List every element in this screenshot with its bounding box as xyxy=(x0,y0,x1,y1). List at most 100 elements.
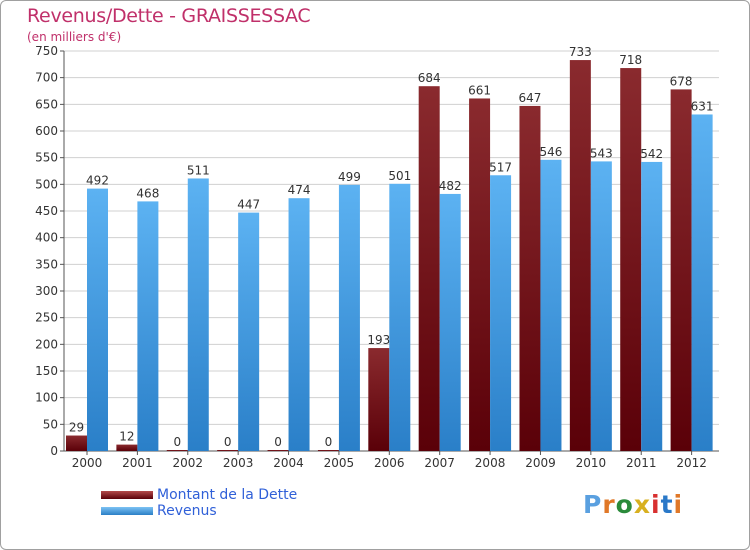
y-tick-label: 450 xyxy=(35,204,58,218)
legend-label-dette: Montant de la Dette xyxy=(157,487,298,503)
data-label-dette: 733 xyxy=(569,45,592,59)
data-label-revenus: 543 xyxy=(590,146,613,160)
data-label-revenus: 447 xyxy=(237,198,260,212)
bar-dette xyxy=(166,450,188,451)
data-label-dette: 0 xyxy=(274,435,282,449)
chart-title: Revenus/Dette - GRAISSESSAC xyxy=(27,5,311,27)
y-tick-label: 300 xyxy=(35,284,58,298)
x-tick-label: 2006 xyxy=(374,456,405,470)
data-label-revenus: 499 xyxy=(338,170,361,184)
bar-revenus xyxy=(439,193,461,451)
bar-revenus xyxy=(691,114,713,451)
bar-dette xyxy=(670,89,692,452)
data-label-revenus: 542 xyxy=(640,147,663,161)
bar-dette xyxy=(317,450,339,451)
bar-revenus xyxy=(389,183,411,452)
x-tick-label: 2010 xyxy=(576,456,607,470)
data-label-revenus: 546 xyxy=(540,145,563,159)
data-label-dette: 0 xyxy=(173,435,181,449)
legend-label-revenus: Revenus xyxy=(157,503,217,519)
bar-dette xyxy=(116,444,138,451)
x-tick-label: 2000 xyxy=(72,456,103,470)
data-label-dette: 12 xyxy=(119,430,134,444)
y-tick-label: 100 xyxy=(35,391,58,405)
y-tick-label: 200 xyxy=(35,337,58,351)
x-tick-label: 2011 xyxy=(626,456,657,470)
bar-dette xyxy=(620,68,642,452)
bar-revenus xyxy=(490,175,512,451)
data-label-dette: 193 xyxy=(367,333,390,347)
proxiti-logo: Proxiti xyxy=(583,490,683,519)
bar-revenus xyxy=(137,201,159,451)
legend-item-revenus: Revenus xyxy=(101,503,297,519)
bar-dette xyxy=(66,435,87,451)
bar-dette xyxy=(418,86,440,451)
bar-revenus xyxy=(288,198,310,451)
x-tick-label: 2007 xyxy=(424,456,455,470)
data-label-dette: 678 xyxy=(670,74,693,88)
y-tick-label: 50 xyxy=(43,417,58,431)
bar-revenus xyxy=(87,188,108,451)
logo-letter: i xyxy=(673,490,684,519)
logo-letter: i xyxy=(651,490,661,519)
data-label-dette: 718 xyxy=(619,53,642,67)
bar-revenus xyxy=(641,161,663,451)
data-label-dette: 0 xyxy=(325,435,333,449)
x-tick-label: 2012 xyxy=(676,456,707,470)
y-tick-label: 600 xyxy=(35,124,58,138)
y-tick-label: 550 xyxy=(35,151,58,165)
data-label-dette: 647 xyxy=(519,91,542,105)
bar-revenus xyxy=(590,161,612,451)
chart-subtitle: (en milliers d'€) xyxy=(27,30,122,44)
y-tick-label: 700 xyxy=(35,71,58,85)
y-tick-label: 400 xyxy=(35,231,58,245)
logo-letter: x xyxy=(633,490,651,519)
bar-dette xyxy=(519,105,541,451)
bar-revenus xyxy=(187,178,209,451)
data-label-revenus: 482 xyxy=(439,179,462,193)
legend-item-dette: Montant de la Dette xyxy=(101,487,297,503)
y-tick-label: 350 xyxy=(35,257,58,271)
x-tick-label: 2002 xyxy=(172,456,203,470)
data-label-revenus: 468 xyxy=(136,186,159,200)
bar-dette xyxy=(217,450,239,451)
bar-dette xyxy=(267,450,289,451)
x-tick-label: 2003 xyxy=(223,456,254,470)
legend: Montant de la Dette Revenus xyxy=(101,487,297,519)
logo-letter: r xyxy=(602,490,616,519)
bar-revenus xyxy=(238,212,260,451)
data-label-revenus: 517 xyxy=(489,160,512,174)
legend-swatch-dette xyxy=(101,491,153,499)
bar-dette xyxy=(368,348,390,451)
logo-letter: t xyxy=(660,490,674,519)
y-tick-label: 150 xyxy=(35,364,58,378)
bar-revenus xyxy=(540,159,562,452)
x-tick-label: 2004 xyxy=(273,456,304,470)
data-label-dette: 684 xyxy=(418,71,441,85)
y-tick-label: 0 xyxy=(50,444,58,458)
data-label-dette: 0 xyxy=(224,435,232,449)
x-tick-label: 2009 xyxy=(525,456,556,470)
data-label-revenus: 511 xyxy=(187,163,210,177)
y-tick-label: 250 xyxy=(35,311,58,325)
bar-dette xyxy=(569,60,591,452)
bar-dette xyxy=(469,98,491,451)
data-label-revenus: 474 xyxy=(288,183,311,197)
y-tick-label: 650 xyxy=(35,97,58,111)
legend-swatch-revenus xyxy=(101,507,153,515)
data-label-dette: 29 xyxy=(69,421,84,435)
logo-letter: o xyxy=(615,490,634,519)
data-label-revenus: 631 xyxy=(691,99,714,113)
data-label-revenus: 492 xyxy=(86,174,109,188)
data-label-dette: 661 xyxy=(468,83,491,97)
y-tick-label: 500 xyxy=(35,177,58,191)
logo-letter: P xyxy=(583,490,603,519)
x-tick-label: 2001 xyxy=(122,456,153,470)
bar-revenus xyxy=(338,184,360,451)
x-tick-label: 2005 xyxy=(324,456,355,470)
y-tick-label: 750 xyxy=(35,44,58,58)
data-label-revenus: 501 xyxy=(388,169,411,183)
x-tick-label: 2008 xyxy=(475,456,506,470)
